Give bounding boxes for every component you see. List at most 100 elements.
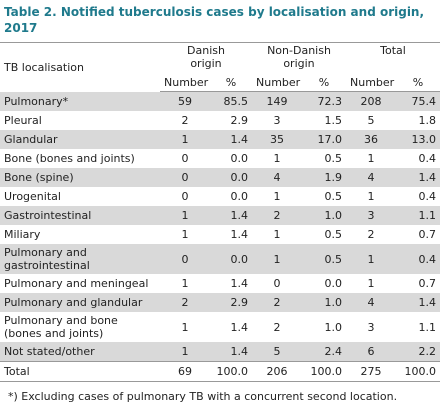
cell: 1.4 bbox=[230, 277, 249, 290]
cell: 3 bbox=[367, 320, 375, 334]
cell: 36 bbox=[346, 130, 396, 149]
cell: 0.5 bbox=[302, 244, 346, 274]
table-row: Pulmonary* 59 85.5 149 72.3 208 75.4 bbox=[0, 91, 440, 111]
cell: 0.5 bbox=[324, 228, 343, 241]
subheader-cell: Number bbox=[346, 73, 396, 92]
cell: 0.0 bbox=[324, 277, 343, 290]
cell: 1 bbox=[367, 152, 375, 165]
cell: 1 bbox=[160, 130, 210, 149]
table-row: Urogenital 0 0.0 1 0.5 1 0.4 bbox=[0, 187, 440, 206]
cell: 2.4 bbox=[302, 342, 346, 362]
table-row: Bone (bones and joints) 0 0.0 1 0.5 1 0.4 bbox=[0, 149, 440, 168]
subheader-cell: % bbox=[210, 73, 252, 92]
cell: 1 bbox=[367, 277, 375, 290]
cell: 0.4 bbox=[418, 190, 437, 203]
row-label: Bone (bones and joints) bbox=[4, 152, 135, 165]
cell: 6 bbox=[346, 342, 396, 362]
cell: 275 bbox=[346, 361, 396, 382]
row-label: Pulmonary and meningeal bbox=[4, 277, 149, 290]
cell: 1 bbox=[181, 277, 189, 290]
cell: 0.0 bbox=[210, 168, 252, 187]
cell: 17.0 bbox=[302, 130, 346, 149]
cell: 100.0 bbox=[302, 361, 346, 382]
footnote: *) Excluding cases of pulmonary TB with … bbox=[8, 390, 398, 403]
cell: 1.4 bbox=[210, 342, 252, 362]
cell: 4 bbox=[346, 293, 396, 312]
cell: 1.5 bbox=[324, 114, 343, 127]
cell: 3 bbox=[273, 114, 281, 127]
row-label: Pulmonary and bone (bones and joints) bbox=[4, 314, 118, 340]
header-cell: Non-Danish origin bbox=[252, 42, 346, 73]
cell: 2.9 bbox=[230, 114, 249, 127]
group-label: Non-Danish origin bbox=[267, 44, 331, 70]
table-row: Pleural 2 2.9 3 1.5 5 1.8 bbox=[0, 111, 440, 130]
cell: 149 bbox=[252, 91, 302, 111]
cell: 85.5 bbox=[210, 91, 252, 111]
subheader-cell: % bbox=[396, 73, 440, 92]
cell: 2 bbox=[252, 206, 302, 225]
table-row: Pulmonary and meningeal 1 1.4 0 0.0 1 0.7 bbox=[0, 274, 440, 293]
row-label: Miliary bbox=[4, 228, 41, 241]
cell: 0 bbox=[160, 244, 210, 274]
cell: 4 bbox=[346, 168, 396, 187]
table-row: Gastrointestinal 1 1.4 2 1.0 3 1.1 bbox=[0, 206, 440, 225]
cell: 0.7 bbox=[418, 277, 437, 290]
cell: 1.4 bbox=[396, 293, 440, 312]
cell: 1 bbox=[252, 244, 302, 274]
table-title: Table 2. Notified tuberculosis cases by … bbox=[4, 5, 425, 35]
row-label: Pleural bbox=[4, 114, 42, 127]
table-row: Miliary 1 1.4 1 0.5 2 0.7 bbox=[0, 225, 440, 244]
cell: 206 bbox=[252, 361, 302, 382]
cell: 0 bbox=[181, 152, 189, 165]
cell: 2 bbox=[252, 293, 302, 312]
subheader-cell: % bbox=[302, 73, 346, 92]
cell: 59 bbox=[160, 91, 210, 111]
row-label: Glandular bbox=[0, 130, 160, 149]
table-row: Bone (spine) 0 0.0 4 1.9 4 1.4 bbox=[0, 168, 440, 187]
cell: 1 bbox=[181, 320, 189, 334]
cell: 100.0 bbox=[396, 361, 440, 382]
table-body: Pulmonary* 59 85.5 149 72.3 208 75.4 Pleural 2 2.… bbox=[0, 91, 440, 382]
cell: 5 bbox=[252, 342, 302, 362]
table-row: Pulmonary and glandular 2 2.9 2 1.0 4 1.4 bbox=[0, 293, 440, 312]
cell: 0.0 bbox=[230, 190, 249, 203]
table-row: Glandular 1 1.4 35 17.0 36 13.0 bbox=[0, 130, 440, 149]
cell: 3 bbox=[346, 206, 396, 225]
cell: 0.0 bbox=[210, 244, 252, 274]
cell: 0 bbox=[273, 277, 281, 290]
table: TB localisation Danish origin Non-Danish… bbox=[0, 42, 440, 382]
header-cell: Danish origin bbox=[160, 42, 252, 73]
cell: 0.5 bbox=[324, 152, 343, 165]
header-cell: Total bbox=[346, 42, 440, 73]
row-label: Pulmonary and glandular bbox=[0, 293, 160, 312]
table-row: Pulmonary and gastrointestinal 0 0.0 1 0.5 1 0… bbox=[0, 244, 440, 274]
cell: 1.1 bbox=[396, 206, 440, 225]
cell: 75.4 bbox=[396, 91, 440, 111]
row-label: Pulmonary* bbox=[0, 91, 160, 111]
cell: 1 bbox=[367, 190, 375, 203]
cell: 2 bbox=[181, 114, 189, 127]
group-label: Danish origin bbox=[187, 44, 225, 70]
cell: 1 bbox=[273, 152, 281, 165]
cell: 1 bbox=[346, 244, 396, 274]
table-row: Total 69 100.0 206 100.0 275 100.0 bbox=[0, 361, 440, 382]
cell: 1 bbox=[160, 342, 210, 362]
cell: 2.2 bbox=[396, 342, 440, 362]
cell: 4 bbox=[252, 168, 302, 187]
cell: 1.8 bbox=[418, 114, 437, 127]
cell: 1.0 bbox=[302, 293, 346, 312]
cell: 2 bbox=[160, 293, 210, 312]
cell: 0 bbox=[181, 190, 189, 203]
cell: 1.9 bbox=[302, 168, 346, 187]
cell: 72.3 bbox=[302, 91, 346, 111]
cell: 13.0 bbox=[396, 130, 440, 149]
cell: 0.5 bbox=[324, 190, 343, 203]
cell: 1 bbox=[273, 190, 281, 203]
table-row: Not stated/other 1 1.4 5 2.4 6 2.2 bbox=[0, 342, 440, 362]
row-label: Bone (spine) bbox=[0, 168, 160, 187]
row-label: Not stated/other bbox=[0, 342, 160, 362]
cell: 5 bbox=[367, 114, 375, 127]
row-label: Pulmonary and gastrointestinal bbox=[0, 244, 160, 274]
cell: 1 bbox=[273, 228, 281, 241]
